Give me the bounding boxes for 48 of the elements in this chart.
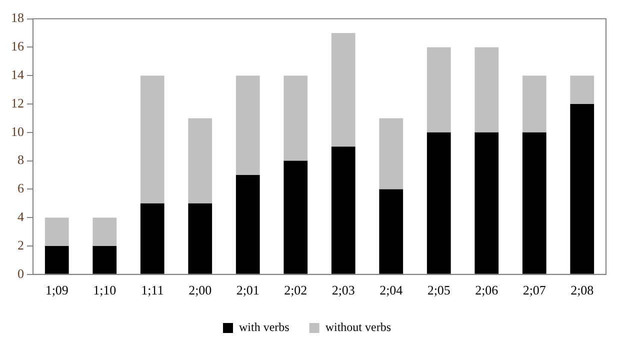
y-tick-label: 18 <box>11 10 24 26</box>
bar <box>140 203 164 274</box>
bar <box>92 246 117 274</box>
x-tick-label: 2;07 <box>522 282 546 298</box>
x-tick-label: 2;06 <box>475 282 499 298</box>
x-tick-label: 1;11 <box>141 282 164 298</box>
x-tick-label: 2;02 <box>284 282 308 298</box>
y-tick-label: 12 <box>11 95 24 110</box>
bar <box>188 203 212 274</box>
bar <box>570 76 594 104</box>
y-tick-label: 8 <box>18 152 24 168</box>
y-tick-label: 4 <box>18 209 24 224</box>
x-tick-label: 2;04 <box>380 282 404 298</box>
x-tick-label: 2;00 <box>188 282 212 298</box>
bar <box>92 218 117 246</box>
bar <box>474 47 499 132</box>
bar <box>284 76 308 161</box>
bar <box>522 132 546 274</box>
bar <box>474 132 499 274</box>
bar <box>331 33 356 147</box>
bar <box>284 160 308 274</box>
x-tick-label: 1;09 <box>45 282 68 298</box>
bar <box>44 218 69 246</box>
bar <box>426 132 451 274</box>
x-tick-label: 1;10 <box>93 282 116 298</box>
bar <box>236 175 260 274</box>
bar <box>426 47 451 132</box>
y-tick-label: 2 <box>18 237 24 252</box>
bar <box>379 118 404 190</box>
x-tick-label: 2;08 <box>570 282 594 298</box>
x-tick-label: 2;05 <box>427 282 450 298</box>
legend-label: with verbs <box>239 320 290 334</box>
bar <box>44 246 69 274</box>
y-tick-label: 14 <box>11 67 24 82</box>
bar <box>140 76 164 204</box>
y-tick-label: 10 <box>11 124 24 139</box>
bar <box>522 76 546 132</box>
x-tick-label: 2;03 <box>332 282 355 298</box>
bar <box>236 76 260 175</box>
bar <box>188 118 212 204</box>
bar <box>570 104 594 274</box>
y-tick-label: 16 <box>11 38 24 54</box>
bar <box>379 189 404 274</box>
y-tick-label: 6 <box>18 180 24 196</box>
x-tick-label: 2;01 <box>236 282 260 298</box>
bar <box>331 146 356 274</box>
legend-label: without verbs <box>325 320 392 334</box>
y-tick-label: 0 <box>18 266 24 281</box>
